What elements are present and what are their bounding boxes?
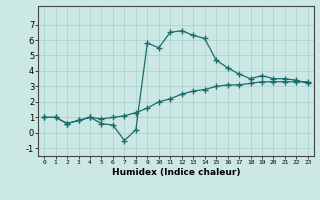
X-axis label: Humidex (Indice chaleur): Humidex (Indice chaleur) [112, 168, 240, 177]
